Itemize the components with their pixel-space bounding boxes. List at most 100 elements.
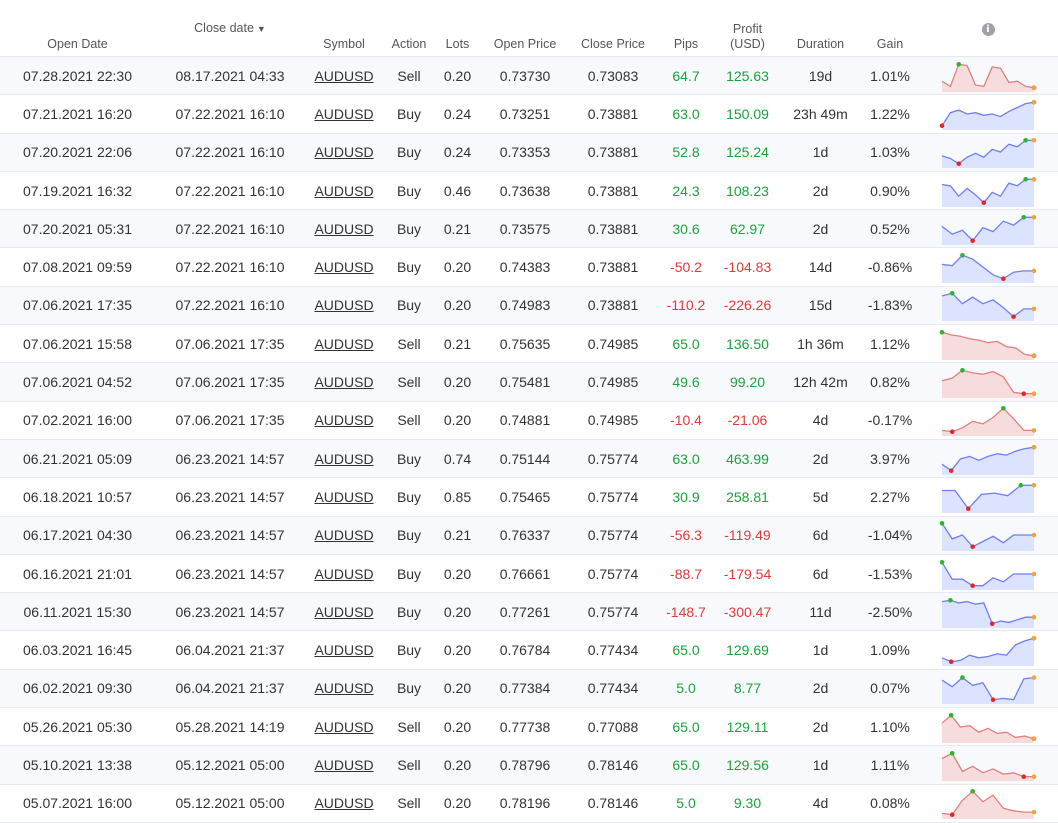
open-date-cell: 07.19.2021 16:32 (0, 171, 155, 211)
sparkline-cell (918, 630, 1058, 670)
gain-cell: 0.08% (862, 784, 918, 823)
table-row[interactable]: 07.06.2021 17:35 07.22.2021 16:10 AUDUSD Bu… (0, 286, 1058, 326)
symbol-link[interactable]: AUDUSD (314, 297, 374, 314)
open-date-cell: 05.26.2021 05:30 (0, 707, 155, 747)
table-row[interactable]: 06.17.2021 04:30 06.23.2021 14:57 AUDUSD Bu… (0, 516, 1058, 555)
col-symbol[interactable]: Symbol (305, 0, 383, 57)
sparkline-cell (918, 94, 1058, 134)
action-cell: Buy (383, 554, 435, 594)
close-date-cell: 07.06.2021 17:35 (155, 324, 305, 364)
table-row[interactable]: 05.07.2021 16:00 05.12.2021 05:00 AUDUSD Se… (0, 784, 1058, 823)
symbol-link[interactable]: AUDUSD (314, 105, 374, 122)
table-row[interactable]: 07.19.2021 16:32 07.22.2021 16:10 AUDUSD Bu… (0, 171, 1058, 211)
sparkline-line (941, 446, 1035, 472)
table-row[interactable]: 07.06.2021 15:58 07.06.2021 17:35 AUDUSD Se… (0, 324, 1058, 364)
table-row[interactable]: 05.26.2021 05:30 05.28.2021 14:19 AUDUSD Se… (0, 707, 1058, 747)
table-row[interactable]: 06.11.2021 15:30 06.23.2021 14:57 AUDUSD Bu… (0, 592, 1058, 632)
symbol-link[interactable]: AUDUSD (314, 220, 374, 237)
sparkline-cell (918, 324, 1058, 364)
close-date-cell: 05.28.2021 14:19 (155, 707, 305, 747)
duration-cell: 1d (779, 745, 862, 785)
table-row[interactable]: 06.18.2021 10:57 06.23.2021 14:57 AUDUSD Bu… (0, 477, 1058, 517)
symbol-link[interactable]: AUDUSD (314, 182, 374, 199)
sparkline-min-marker (981, 199, 987, 205)
open-price-cell: 0.75481 (480, 362, 570, 402)
symbol-cell: AUDUSD (305, 554, 383, 594)
symbol-cell: AUDUSD (305, 362, 383, 402)
col-gain-label: Gain (876, 37, 904, 51)
profit-cell: -104.83 (716, 247, 779, 287)
sparkline-end-marker (1031, 571, 1037, 576)
sparkline-max-marker (949, 291, 955, 297)
gain-cell: -0.17% (862, 401, 918, 440)
table-row[interactable]: 07.21.2021 16:20 07.22.2021 16:10 AUDUSD Bu… (0, 94, 1058, 134)
table-row[interactable]: 06.16.2021 21:01 06.23.2021 14:57 AUDUSD Bu… (0, 554, 1058, 594)
table-row[interactable]: 07.08.2021 09:59 07.22.2021 16:10 AUDUSD Bu… (0, 247, 1058, 287)
col-pips[interactable]: Pips (656, 0, 716, 57)
table-row[interactable]: 06.02.2021 09:30 06.04.2021 21:37 AUDUSD Bu… (0, 669, 1058, 709)
profit-cell: 129.56 (716, 745, 779, 785)
close-price-cell: 0.74985 (570, 362, 656, 402)
sparkline-area (942, 102, 1034, 130)
symbol-link[interactable]: AUDUSD (314, 756, 374, 773)
symbol-link[interactable]: AUDUSD (314, 603, 374, 620)
symbol-link[interactable]: AUDUSD (314, 680, 374, 697)
table-row[interactable]: 05.10.2021 13:38 05.12.2021 05:00 AUDUSD Se… (0, 745, 1058, 785)
symbol-link[interactable]: AUDUSD (314, 450, 374, 467)
sparkline-max-marker (1018, 482, 1024, 488)
symbol-link[interactable]: AUDUSD (314, 67, 374, 84)
sparkline-area (942, 178, 1034, 207)
col-open-price[interactable]: Open Price (480, 0, 570, 57)
symbol-cell: AUDUSD (305, 784, 383, 823)
close-date-cell: 06.04.2021 21:37 (155, 669, 305, 709)
close-price-cell: 0.78146 (570, 784, 656, 823)
col-close-date[interactable]: Close date ▼ (155, 0, 305, 57)
col-open-date[interactable]: Open Date (0, 0, 155, 57)
gain-cell: 2.27% (862, 477, 918, 517)
symbol-link[interactable]: AUDUSD (314, 642, 374, 659)
pips-cell: 5.0 (656, 784, 716, 823)
col-action[interactable]: Action (383, 0, 435, 57)
sparkline-area (942, 677, 1034, 705)
symbol-link[interactable]: AUDUSD (314, 565, 374, 582)
action-cell: Buy (383, 477, 435, 517)
profit-cell: -226.26 (716, 286, 779, 326)
table-row[interactable]: 07.28.2021 22:30 08.17.2021 04:33 AUDUSD Se… (0, 56, 1058, 96)
col-gain[interactable]: Gain (862, 0, 918, 57)
symbol-link[interactable]: AUDUSD (314, 412, 374, 429)
table-row[interactable]: 06.21.2021 05:09 06.23.2021 14:57 AUDUSD Bu… (0, 439, 1058, 479)
duration-cell: 14d (779, 247, 862, 287)
symbol-link[interactable]: AUDUSD (314, 718, 374, 735)
symbol-link[interactable]: AUDUSD (314, 259, 374, 276)
symbol-link[interactable]: AUDUSD (314, 335, 374, 352)
symbol-link[interactable]: AUDUSD (314, 144, 374, 161)
symbol-link[interactable]: AUDUSD (314, 374, 374, 391)
gain-cell: 0.52% (862, 209, 918, 249)
sparkline-min-marker (956, 161, 962, 167)
symbol-link[interactable]: AUDUSD (314, 795, 374, 812)
col-profit[interactable]: Profit (USD) (716, 0, 779, 57)
lots-cell: 0.20 (435, 669, 480, 709)
open-date-cell: 06.02.2021 09:30 (0, 669, 155, 709)
sparkline-line (941, 101, 1035, 126)
table-row[interactable]: 06.03.2021 16:45 06.04.2021 21:37 AUDUSD Bu… (0, 630, 1058, 670)
table-row[interactable]: 07.06.2021 04:52 07.06.2021 17:35 AUDUSD Se… (0, 362, 1058, 402)
symbol-link[interactable]: AUDUSD (314, 527, 374, 544)
lots-cell: 0.20 (435, 707, 480, 747)
pips-cell: 24.3 (656, 171, 716, 211)
duration-cell: 23h 49m (779, 94, 862, 134)
col-lots[interactable]: Lots (435, 0, 480, 57)
symbol-link[interactable]: AUDUSD (314, 488, 374, 505)
open-price-cell: 0.76661 (480, 554, 570, 594)
equity-sparkline (941, 138, 1037, 169)
info-icon[interactable]: i (981, 22, 995, 36)
col-duration[interactable]: Duration (779, 0, 862, 57)
table-row[interactable]: 07.02.2021 16:00 07.06.2021 17:35 AUDUSD Se… (0, 401, 1058, 440)
duration-cell: 2d (779, 669, 862, 709)
close-price-cell: 0.73881 (570, 247, 656, 287)
table-row[interactable]: 07.20.2021 05:31 07.22.2021 16:10 AUDUSD Bu… (0, 209, 1058, 249)
sparkline-min-marker (939, 123, 945, 128)
table-row[interactable]: 07.20.2021 22:06 07.22.2021 16:10 AUDUSD Bu… (0, 133, 1058, 172)
col-close-price[interactable]: Close Price (570, 0, 656, 57)
